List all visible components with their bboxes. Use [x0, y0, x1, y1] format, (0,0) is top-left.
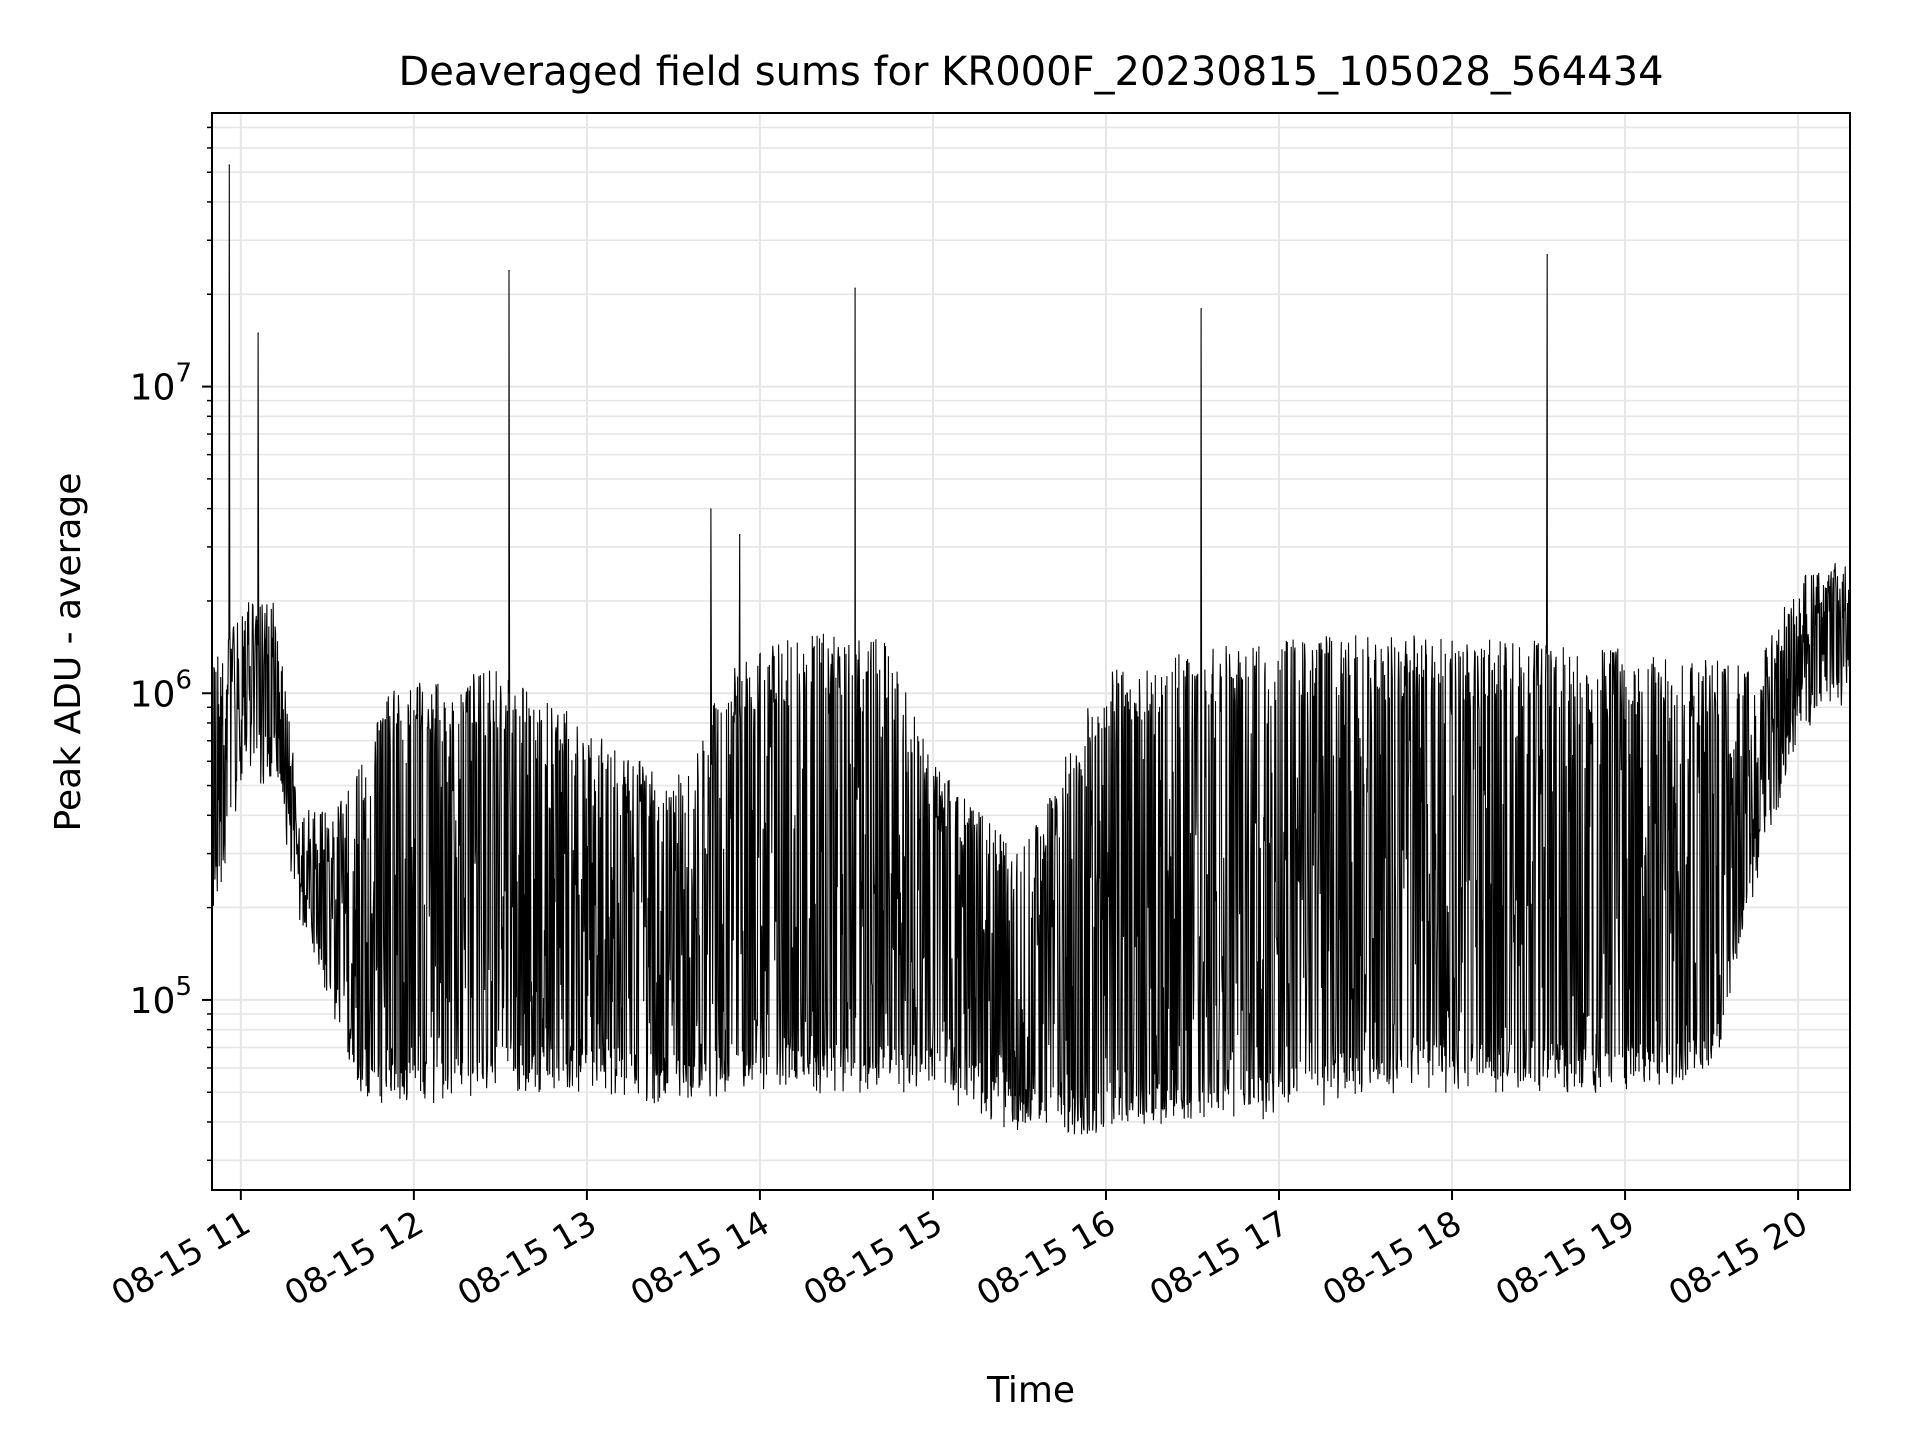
data-series-line	[211, 164, 1851, 1135]
x-axis-label: Time	[986, 1370, 1075, 1411]
y-tick-label: 105	[130, 972, 192, 1022]
series-layer	[211, 164, 1851, 1135]
y-tick-label: 107	[130, 359, 192, 409]
y-axis-label: Peak ADU - average	[48, 473, 89, 832]
chart-title: Deaveraged field sums for KR000F_2023081…	[398, 49, 1663, 95]
y-tick-label: 106	[130, 665, 192, 715]
plot-frame	[211, 112, 1851, 1191]
